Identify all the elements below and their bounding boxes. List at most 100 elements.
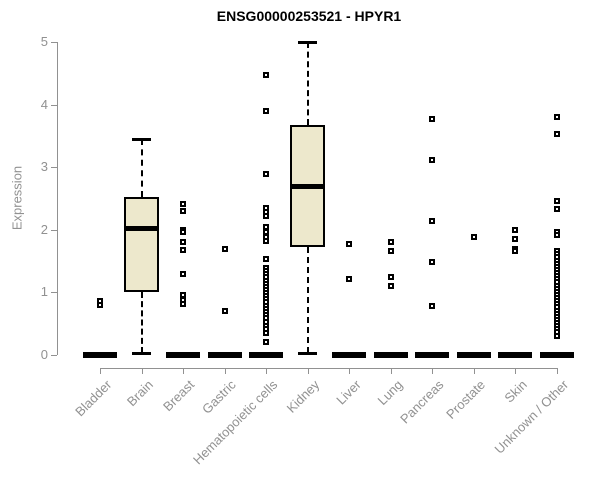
y-tick-label: 2 <box>40 221 48 237</box>
outlier-point <box>346 241 352 248</box>
x-category-label: Kidney <box>283 377 323 416</box>
x-tick <box>390 368 392 374</box>
outlier-point <box>263 238 269 245</box>
x-tick <box>473 368 475 374</box>
y-tick <box>51 104 57 106</box>
x-category-label: Lung <box>374 377 406 409</box>
y-tick-label: 5 <box>40 34 48 50</box>
y-tick <box>51 167 57 169</box>
whisker-cap-upper <box>132 138 151 142</box>
x-category-label: Pancreas <box>397 377 447 427</box>
outlier-point <box>553 231 560 238</box>
outlier-point <box>97 301 103 308</box>
box <box>124 197 159 293</box>
chart-title: ENSG00000253521 - HPYR1 <box>216 8 402 24</box>
outlier-point <box>263 213 269 220</box>
median-line <box>124 225 159 231</box>
outlier-point <box>387 274 394 281</box>
outlier-point <box>553 130 560 137</box>
x-tick <box>141 368 143 374</box>
collapsed-box <box>415 352 449 358</box>
collapsed-box <box>166 352 200 358</box>
outlier-point <box>429 258 435 265</box>
x-category-label: Unknown / Other <box>491 377 572 457</box>
y-axis-label: Expression <box>9 165 25 231</box>
x-tick <box>432 368 433 374</box>
collapsed-box <box>373 352 408 358</box>
outlier-point <box>180 300 186 307</box>
outlier-point <box>263 255 269 262</box>
outlier-point <box>470 233 477 240</box>
outlier-point <box>512 236 518 243</box>
whisker-lower <box>306 246 309 354</box>
outlier-point <box>221 307 228 314</box>
collapsed-box <box>249 352 283 358</box>
whisker-upper <box>140 139 143 198</box>
outlier-point <box>429 116 435 123</box>
outlier-point <box>180 246 186 253</box>
x-category-label: Bladder <box>72 377 115 420</box>
outlier-point <box>263 71 269 78</box>
outlier-point <box>180 238 186 245</box>
x-tick <box>100 368 101 374</box>
outlier-point <box>429 217 435 224</box>
y-tick-label: 3 <box>40 159 48 175</box>
outlier-point <box>180 229 186 236</box>
x-category-label: Prostate <box>443 377 489 422</box>
x-tick <box>183 368 184 374</box>
outlier-point <box>180 201 186 208</box>
x-category-label: Gastric <box>199 377 240 417</box>
x-axis-line <box>100 368 558 369</box>
x-category-label: Skin <box>501 377 530 406</box>
y-tick <box>51 42 57 44</box>
collapsed-box <box>456 352 491 358</box>
whisker-cap-upper <box>298 41 317 45</box>
outlier-point <box>263 228 269 235</box>
y-tick-label: 4 <box>40 96 48 112</box>
outlier-point <box>387 238 394 245</box>
x-tick <box>349 368 350 374</box>
outlier-point <box>553 332 560 339</box>
outlier-point <box>387 283 394 290</box>
y-axis-line <box>57 42 58 355</box>
outlier-point <box>263 339 269 346</box>
outlier-point <box>429 156 435 163</box>
y-tick <box>51 292 57 294</box>
median-line <box>290 183 325 189</box>
collapsed-box <box>498 352 532 358</box>
outlier-point <box>346 275 352 282</box>
whisker-upper <box>306 42 309 126</box>
outlier-point <box>263 330 269 337</box>
x-category-label: Breast <box>160 377 198 415</box>
y-tick <box>51 355 57 356</box>
collapsed-box <box>83 352 117 358</box>
outlier-point <box>553 113 560 120</box>
x-tick <box>266 368 267 374</box>
outlier-point <box>512 226 518 233</box>
x-tick <box>307 368 309 374</box>
whisker-lower <box>140 292 143 354</box>
outlier-point <box>263 108 269 115</box>
y-tick <box>51 229 57 231</box>
collapsed-box <box>332 352 366 358</box>
collapsed-box <box>207 352 242 358</box>
outlier-point <box>221 245 228 252</box>
whisker-cap-lower <box>132 352 151 356</box>
x-tick <box>224 368 226 374</box>
outlier-point <box>263 171 269 178</box>
x-tick <box>556 368 558 374</box>
outlier-point <box>553 198 560 205</box>
outlier-point <box>387 248 394 255</box>
outlier-point <box>429 303 435 310</box>
x-category-label: Liver <box>333 377 364 408</box>
outlier-point <box>512 248 518 255</box>
x-category-label: Brain <box>124 377 157 410</box>
outlier-point <box>180 270 186 277</box>
y-tick-label: 1 <box>40 284 48 300</box>
outlier-point <box>553 206 560 213</box>
collapsed-box <box>539 352 574 358</box>
whisker-cap-lower <box>298 352 317 356</box>
outlier-point <box>180 208 186 215</box>
x-tick <box>515 368 516 374</box>
